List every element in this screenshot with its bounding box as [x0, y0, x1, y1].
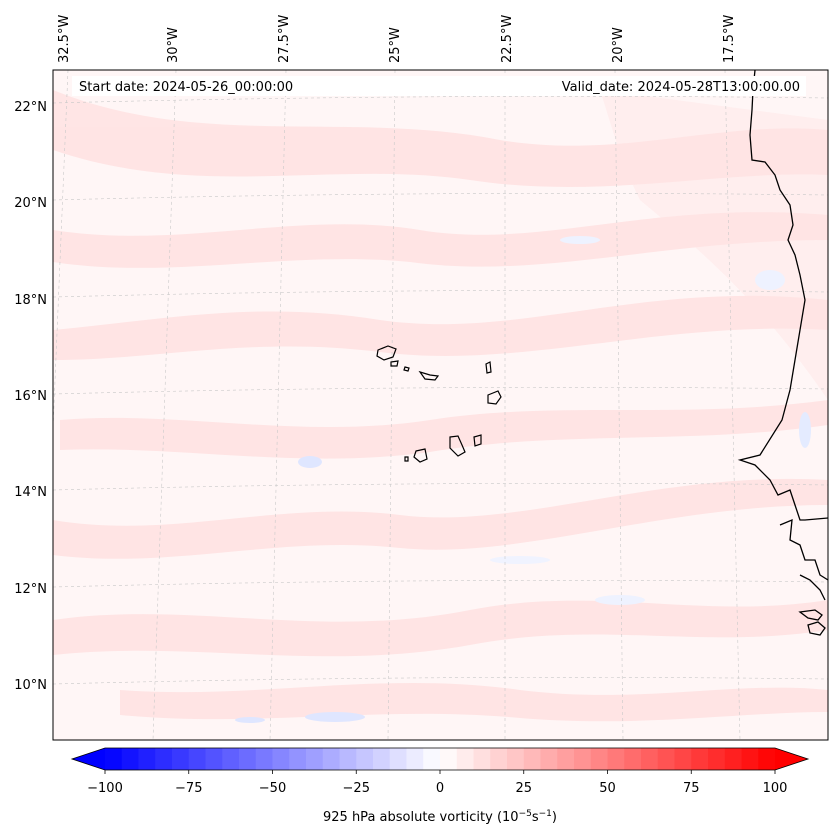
colorbar-segment: [423, 748, 441, 770]
colorbar-segment: [440, 748, 458, 770]
colorbar-tick-label: 0: [436, 781, 444, 796]
positive-vorticity-bands: [53, 90, 828, 722]
colorbar-segment: [624, 748, 642, 770]
lon-label: 25°W: [388, 27, 403, 63]
colorbar-segment: [188, 748, 207, 770]
colorbar-segment: [590, 748, 609, 770]
colorbar-segment: [222, 748, 240, 770]
latitude-labels: 22°N 20°N 18°N 16°N 14°N 12°N 10°N: [14, 100, 47, 693]
colorbar-segment: [339, 748, 357, 770]
colorbar-segment: [473, 748, 491, 770]
island-boa-vista: [487, 390, 502, 405]
colorbar-segment: [724, 748, 743, 770]
colorbar-tick-label: −25: [343, 781, 370, 796]
colorbar-segment: [490, 748, 508, 770]
lat-label: 18°N: [14, 293, 47, 308]
header-bar: [72, 76, 806, 96]
colorbar-segment: [607, 748, 625, 770]
colorbar-tick-label: 75: [683, 781, 700, 796]
vorticity-field: [53, 70, 828, 740]
colorbar-segment: [105, 748, 123, 770]
colorbar-segment: [205, 748, 223, 770]
lat-label: 20°N: [14, 196, 47, 211]
island-brava: [404, 456, 409, 462]
island-fogo: [413, 448, 428, 463]
lon-label: 20°W: [611, 27, 626, 63]
colorbar-segment: [708, 748, 726, 770]
colorbar-segment: [574, 748, 592, 770]
colorbar-segment: [557, 748, 575, 770]
colorbar-extend-high: [775, 748, 808, 770]
colorbar-extend-low: [72, 748, 105, 770]
colorbar-tick-label: 50: [599, 781, 616, 796]
graticule: [53, 70, 828, 740]
colorbar-segments: [105, 748, 776, 770]
colorbar-tick-label: −75: [175, 781, 202, 796]
colorbar-segment: [758, 748, 776, 770]
lat-label: 10°N: [14, 678, 47, 693]
colorbar-segment: [389, 748, 408, 770]
lon-label: 27.5°W: [277, 15, 292, 63]
lon-label: 32.5°W: [57, 15, 72, 63]
colorbar-segment: [239, 748, 257, 770]
island-sao-vicente: [390, 360, 399, 367]
island-maio: [473, 434, 482, 447]
colorbar-ticks: −100 −75 −50 −25 0 25 50 75 100: [87, 770, 787, 796]
colorbar-segment: [289, 748, 307, 770]
coastline: [737, 70, 828, 636]
colorbar-segment: [641, 748, 659, 770]
negative-vorticity-patches: [235, 236, 811, 723]
colorbar-segment: [272, 748, 290, 770]
colorbar-segment: [306, 748, 324, 770]
colorbar-label: 925 hPa absolute vorticity (10−5s−1): [323, 809, 557, 825]
cape-verde-islands: [376, 345, 502, 463]
colorbar-segment: [255, 748, 274, 770]
colorbar-segment: [373, 748, 391, 770]
colorbar-segment: [172, 748, 190, 770]
island-sal: [485, 361, 492, 374]
colorbar-tick-label: −50: [259, 781, 286, 796]
valid-date-label: Valid_date: 2024-05-28T13:00:00.00: [562, 80, 800, 95]
colorbar-segment: [523, 748, 542, 770]
island-santa-luzia: [403, 366, 410, 372]
lat-label: 12°N: [14, 582, 47, 597]
colorbar-segment: [741, 748, 759, 770]
colorbar-segment: [540, 748, 558, 770]
lon-label: 22.5°W: [500, 15, 515, 63]
colorbar-segment: [356, 748, 374, 770]
colorbar-segment: [691, 748, 709, 770]
lon-label: 17.5°W: [722, 15, 737, 63]
colorbar-tick-label: 25: [515, 781, 532, 796]
start-date-label: Start date: 2024-05-26_00:00:00: [79, 80, 293, 95]
colorbar-segment: [674, 748, 692, 770]
colorbar-tick-label: 100: [763, 781, 788, 796]
colorbar-segment: [456, 748, 475, 770]
colorbar-segment: [322, 748, 341, 770]
colorbar: −100 −75 −50 −25 0 25 50 75 100 925 hPa absolute…: [70, 747, 810, 825]
colorbar-tick-label: −100: [87, 781, 123, 796]
island-santiago: [449, 435, 466, 457]
colorbar-segment: [121, 748, 140, 770]
colorbar-segment: [507, 748, 525, 770]
colorbar-segment: [406, 748, 424, 770]
lat-label: 14°N: [14, 485, 47, 500]
lat-label: 22°N: [14, 100, 47, 115]
longitude-labels: 32.5°W 30°W 27.5°W 25°W 22.5°W 20°W 17.5…: [57, 15, 737, 63]
island-santo-antao: [376, 345, 397, 361]
island-sao-nicolau: [418, 370, 440, 381]
lon-label: 30°W: [166, 27, 181, 63]
colorbar-segment: [138, 748, 156, 770]
colorbar-segment: [155, 748, 173, 770]
map-frame: [52, 69, 829, 741]
lat-label: 16°N: [14, 389, 47, 404]
colorbar-segment: [657, 748, 676, 770]
